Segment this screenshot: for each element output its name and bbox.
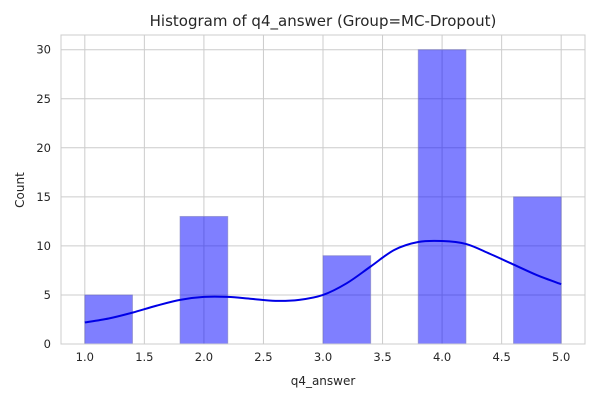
histogram-bar — [417, 49, 467, 345]
histogram-bar — [322, 255, 372, 345]
plot-frame — [60, 34, 586, 345]
x-tick-label: 3.0 — [314, 350, 332, 364]
chart-title: Histogram of q4_answer (Group=MC-Dropout… — [150, 12, 497, 31]
y-axis-label: Count — [13, 172, 27, 208]
y-tick-label: 5 — [44, 288, 51, 302]
x-tick-label: 4.0 — [433, 350, 451, 364]
x-tick-label: 2.0 — [195, 350, 213, 364]
kde-line — [84, 239, 562, 324]
x-axis-label: q4_answer — [291, 374, 356, 388]
y-ticks: 0 5 10 15 20 25 30 — [36, 43, 51, 351]
y-tick-label: 10 — [36, 239, 51, 253]
y-tick-label: 25 — [36, 92, 51, 106]
y-tick-label: 15 — [36, 190, 51, 204]
histogram-bar — [179, 215, 229, 345]
x-tick-label: 3.5 — [373, 350, 391, 364]
x-tick-label: 1.0 — [76, 350, 94, 364]
x-tick-label: 4.5 — [492, 350, 510, 364]
y-tick-label: 30 — [36, 43, 51, 57]
x-tick-label: 1.5 — [135, 350, 153, 364]
histogram-bar — [513, 196, 562, 345]
x-tick-label: 5.0 — [552, 350, 570, 364]
x-tick-label: 2.5 — [254, 350, 272, 364]
y-tick-label: 20 — [36, 141, 51, 155]
x-ticks: 1.0 1.5 2.0 2.5 3.0 3.5 4.0 4.5 5.0 — [76, 350, 571, 364]
y-tick-label: 0 — [44, 337, 51, 351]
